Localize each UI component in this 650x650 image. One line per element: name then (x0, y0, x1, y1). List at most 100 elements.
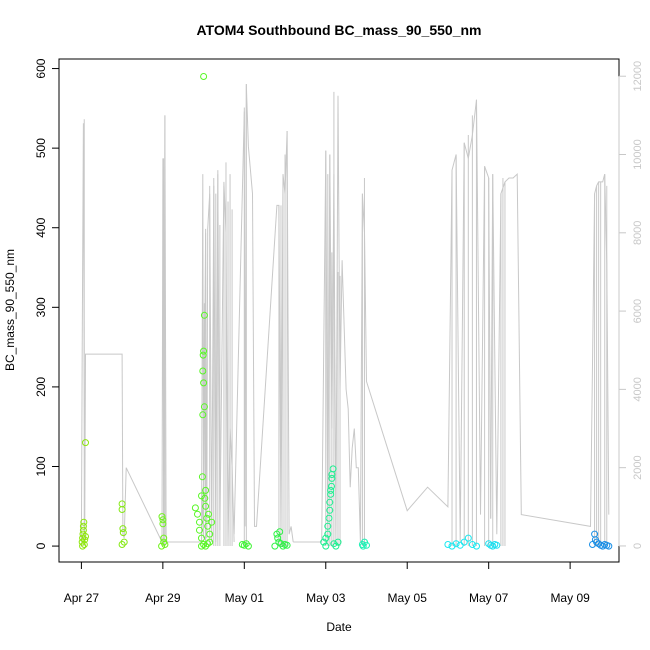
data-point (80, 541, 88, 548)
y-left-tick-label: 0 (34, 542, 48, 549)
data-point (206, 530, 214, 538)
data-point (327, 490, 335, 498)
data-point (79, 542, 87, 550)
data-point (329, 465, 337, 473)
data-point (158, 513, 166, 521)
data-point (322, 534, 330, 542)
data-point (328, 474, 336, 482)
x-tick-label: Apr 27 (64, 591, 100, 605)
data-point (208, 518, 216, 526)
data-point (363, 541, 370, 549)
data-point (198, 534, 205, 542)
data-point (79, 522, 87, 530)
data-point (276, 528, 284, 536)
data-point (206, 538, 214, 546)
data-point (198, 542, 205, 550)
data-point (328, 482, 335, 490)
y-right-tick-label: 12000 (632, 61, 644, 92)
data-point (158, 542, 166, 550)
y-right-tick-label: 8000 (632, 221, 644, 245)
x-tick-label: May 03 (306, 591, 346, 605)
altitude-series (80, 84, 610, 546)
data-point (200, 403, 208, 411)
data-point (473, 542, 480, 550)
bc-mass-series (78, 73, 613, 550)
data-point (279, 542, 287, 550)
data-point (79, 526, 87, 534)
data-point (489, 542, 497, 550)
y-left-tick-label: 100 (34, 456, 48, 476)
data-point (605, 542, 613, 550)
data-point (159, 520, 167, 528)
data-point (119, 529, 127, 537)
data-point (191, 504, 199, 512)
data-point (320, 538, 328, 546)
data-point (199, 351, 207, 359)
y-axis-label: BC_mass_90_550_nm (3, 249, 17, 371)
data-point (199, 411, 207, 419)
data-point (81, 536, 89, 544)
data-point (161, 541, 169, 548)
data-point (332, 542, 340, 550)
data-point (194, 510, 201, 518)
data-point (460, 538, 468, 546)
data-point (200, 347, 208, 355)
altitude-line (293, 95, 367, 543)
data-point (200, 73, 208, 80)
data-point (198, 473, 206, 481)
data-point (464, 534, 472, 542)
data-point (468, 541, 476, 548)
data-point (334, 538, 342, 546)
x-axis-label: Date (326, 620, 352, 634)
data-point (274, 534, 282, 542)
data-point (200, 541, 208, 548)
y-right-tick-label: 2000 (632, 455, 644, 479)
y-right-tick-label: 10000 (632, 139, 644, 170)
data-point (82, 533, 89, 540)
data-point (196, 526, 203, 534)
data-point (159, 516, 167, 524)
data-point (160, 534, 168, 542)
altitude-line (80, 115, 207, 543)
data-point (203, 514, 211, 522)
data-point (202, 502, 210, 510)
x-tick-label: May 01 (225, 591, 265, 605)
data-point (199, 367, 207, 375)
data-point (80, 518, 88, 526)
y-left-tick-label: 400 (34, 217, 48, 237)
x-tick-label: May 05 (388, 591, 428, 605)
y-left-tick-label: 300 (34, 297, 48, 317)
data-point (327, 486, 335, 494)
data-point (326, 506, 334, 514)
y-right-tick-label: 4000 (632, 377, 644, 401)
data-point (200, 379, 208, 387)
y-right-tick-label: 0 (632, 543, 644, 549)
data-point (240, 541, 248, 549)
data-point (118, 541, 126, 548)
data-point (205, 510, 212, 518)
data-point (201, 494, 209, 502)
x-tick-label: May 09 (550, 591, 590, 605)
y-left-tick-label: 500 (34, 138, 48, 158)
data-point (202, 486, 210, 494)
data-point (271, 542, 279, 550)
data-point (196, 518, 203, 526)
data-point (283, 541, 291, 549)
data-point (452, 540, 460, 548)
x-axis: Apr 27 Apr 29 May 01 May 03 May 05 May 07 May … (64, 561, 590, 605)
data-point (204, 522, 212, 530)
y-right-tick-label: 6000 (632, 299, 644, 323)
data-point (322, 542, 330, 550)
data-point (493, 541, 501, 549)
data-point (118, 506, 126, 513)
chart-title: ATOM4 Southbound BC_mass_90_550_nm (196, 22, 481, 38)
x-tick-label: May 07 (469, 591, 509, 605)
data-point (244, 542, 252, 550)
data-point (200, 311, 208, 319)
y-left-tick-label: 600 (34, 58, 48, 78)
data-point (325, 514, 333, 522)
altitude-line (233, 84, 294, 543)
data-point (324, 522, 332, 530)
y-axis-right: 0 2000 4000 6000 8000 10000 12000 (618, 61, 644, 549)
